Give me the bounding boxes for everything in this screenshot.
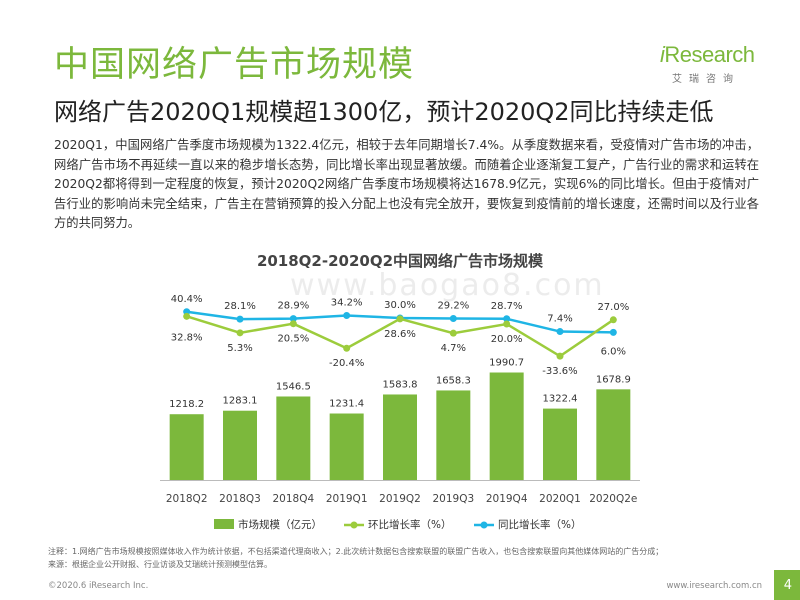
bar-2018Q2 xyxy=(169,414,204,480)
page-number-box xyxy=(774,570,800,600)
bar-2018Q3 xyxy=(223,410,257,480)
yoy-point-2019Q3 xyxy=(449,314,457,322)
legend-yoy-label: 同比增长率（%） xyxy=(498,518,581,531)
yoy-point-2019Q4 xyxy=(503,315,511,323)
mom-point-2020Q1 xyxy=(556,352,564,360)
mom-point-2019Q4 xyxy=(503,320,511,328)
x-tick-2019Q2: 2019Q2 xyxy=(379,493,421,505)
mom-label-2020Q1: -33.6% xyxy=(542,366,577,377)
x-tick-2019Q3: 2019Q3 xyxy=(432,493,474,505)
bar-2019Q3 xyxy=(436,390,471,480)
yoy-label-2019Q4: 28.7% xyxy=(491,301,523,312)
x-tick-2018Q4: 2018Q4 xyxy=(272,493,314,505)
yoy-point-2020Q1 xyxy=(556,328,564,336)
yoy-label-2018Q2: 40.4% xyxy=(171,294,203,305)
yoy-point-2020Q2e xyxy=(609,328,617,336)
mom-point-2018Q2 xyxy=(183,312,191,320)
mom-point-2019Q3 xyxy=(449,329,457,337)
yoy-point-2019Q1 xyxy=(343,311,351,319)
site-url: www.iresearch.com.cn xyxy=(666,581,762,591)
mom-label-2019Q2: 28.6% xyxy=(384,329,416,340)
bar-2019Q2 xyxy=(383,394,417,480)
yoy-label-2019Q2: 30.0% xyxy=(384,300,416,311)
body-paragraph: 2020Q1，中国网络广告季度市场规模为1322.4亿元，相较于去年同期增长7.… xyxy=(54,138,759,230)
bar-label-2019Q2: 1583.8 xyxy=(383,379,418,390)
legend-mom-marker xyxy=(350,521,358,529)
mom-label-2018Q2: 32.8% xyxy=(171,332,203,343)
x-tick-2020Q1: 2020Q1 xyxy=(539,493,581,505)
chart-title: 2018Q2-2020Q2中国网络广告市场规模 xyxy=(256,252,544,270)
footnote-source: 来源：根据企业公开财报、行业访谈及艾瑞统计预测模型估算。 xyxy=(48,560,272,569)
watermark: www.baogao8.com xyxy=(290,268,605,303)
bar-label-2019Q3: 1658.3 xyxy=(436,375,471,386)
page-title: 中国网络广告市场规模 xyxy=(54,45,415,85)
bar-2020Q2e xyxy=(596,389,631,480)
yoy-label-2019Q3: 29.2% xyxy=(437,300,469,311)
mom-label-2019Q1: -20.4% xyxy=(329,358,364,369)
yoy-label-2018Q4: 28.9% xyxy=(277,301,309,312)
iresearch-logo: iResearch 艾瑞咨询 xyxy=(660,42,760,90)
x-tick-2020Q2e: 2020Q2e xyxy=(589,493,637,505)
bar-2020Q1 xyxy=(543,408,577,480)
yoy-point-2018Q3 xyxy=(236,315,244,323)
copyright: ©2020.6 iResearch Inc. xyxy=(48,581,149,591)
yoy-label-2018Q3: 28.1% xyxy=(224,301,256,312)
bar-label-2018Q3: 1283.1 xyxy=(223,396,258,407)
page-number: 4 xyxy=(783,578,792,593)
mom-label-2019Q3: 4.7% xyxy=(441,343,466,354)
bar-label-2018Q4: 1546.5 xyxy=(276,381,311,392)
logo-brand: iResearch xyxy=(660,42,755,67)
mom-point-2018Q4 xyxy=(289,320,297,328)
mom-label-2018Q3: 5.3% xyxy=(227,343,252,354)
yoy-label-2020Q2e: 6.0% xyxy=(601,346,626,357)
yoy-label-2020Q1: 7.4% xyxy=(547,314,572,325)
x-tick-2018Q3: 2018Q3 xyxy=(219,493,261,505)
bar-label-2019Q1: 1231.4 xyxy=(329,399,364,410)
bar-2019Q4 xyxy=(489,372,524,480)
bar-label-2020Q1: 1322.4 xyxy=(543,394,578,405)
mom-label-2018Q4: 20.5% xyxy=(277,334,309,345)
footnote-note: 注释：1.网络广告市场规模按照媒体收入作为统计依据，不包括渠道代理商收入；2.此… xyxy=(48,547,664,556)
legend-yoy-marker xyxy=(480,521,488,529)
mom-label-2020Q2e: 27.0% xyxy=(597,302,629,313)
mom-point-2019Q1 xyxy=(343,344,351,352)
mom-point-2018Q3 xyxy=(236,329,244,337)
legend-bar-label: 市场规模（亿元） xyxy=(238,518,322,531)
page-subtitle: 网络广告2020Q1规模超1300亿，预计2020Q2同比持续走低 xyxy=(54,98,714,126)
x-tick-2019Q1: 2019Q1 xyxy=(326,493,368,505)
mom-point-2020Q2e xyxy=(609,316,617,324)
legend-bar-swatch xyxy=(214,519,234,529)
yoy-label-2019Q1: 34.2% xyxy=(331,297,363,308)
bar-label-2020Q2e: 1678.9 xyxy=(596,374,631,385)
x-tick-2019Q4: 2019Q4 xyxy=(486,493,528,505)
legend-mom-label: 环比增长率（%） xyxy=(368,518,451,531)
bar-2019Q1 xyxy=(329,413,364,480)
footnote: 注释：1.网络广告市场规模按照媒体收入作为统计依据，不包括渠道代理商收入；2.此… xyxy=(48,545,778,571)
mom-point-2019Q2 xyxy=(396,315,404,323)
x-tick-2018Q2: 2018Q2 xyxy=(166,493,208,505)
logo-brand-cn: 艾瑞咨询 xyxy=(672,74,740,85)
mom-label-2019Q4: 20.0% xyxy=(491,334,523,345)
yoy-point-2018Q4 xyxy=(289,315,297,323)
bar-label-2018Q2: 1218.2 xyxy=(169,399,204,410)
bar-label-2019Q4: 1990.7 xyxy=(489,358,524,369)
bar-2018Q4 xyxy=(276,396,311,480)
